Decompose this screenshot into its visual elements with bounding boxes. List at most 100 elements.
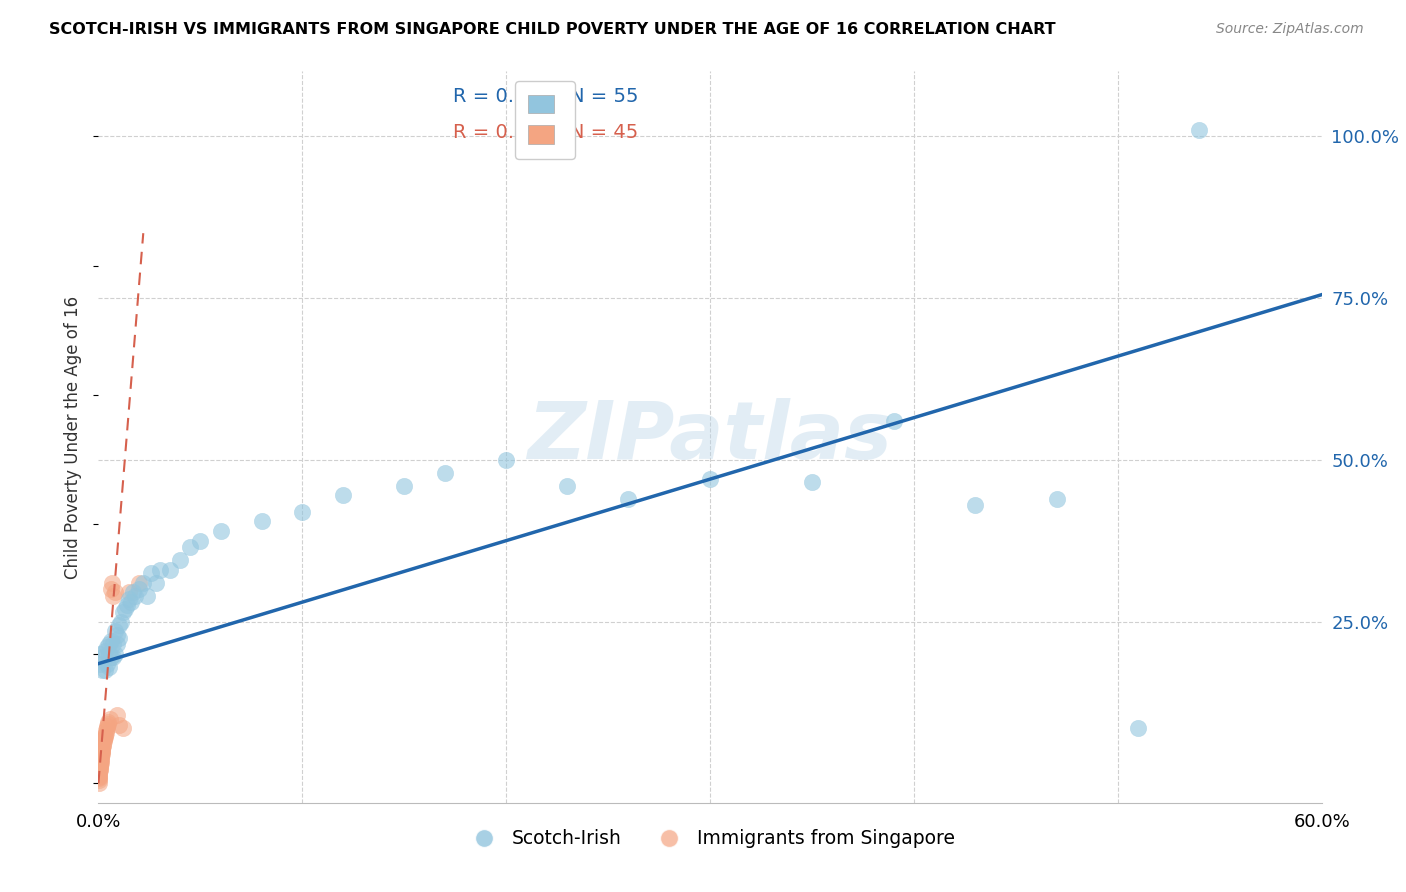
Point	[105, 637, 128, 651]
Point	[87, 770, 110, 784]
Point	[124, 589, 146, 603]
Point	[89, 766, 111, 780]
Point	[118, 585, 141, 599]
Point	[93, 643, 115, 657]
Point	[104, 624, 127, 639]
Point	[495, 452, 517, 467]
Point	[557, 478, 579, 492]
Point	[132, 575, 155, 590]
Point	[104, 585, 127, 599]
Point	[100, 634, 122, 648]
Point	[108, 718, 131, 732]
Point	[90, 752, 112, 766]
Point	[90, 745, 112, 759]
Point	[93, 734, 115, 748]
Point	[120, 595, 142, 609]
Point	[97, 714, 120, 729]
Point	[169, 553, 191, 567]
Point	[392, 478, 416, 492]
Point	[96, 719, 118, 733]
Point	[128, 582, 150, 597]
Point	[93, 732, 115, 747]
Point	[97, 637, 120, 651]
Point	[97, 716, 120, 731]
Point	[89, 758, 111, 772]
Point	[90, 747, 112, 762]
Point	[90, 754, 112, 768]
Point	[93, 731, 115, 745]
Point	[291, 504, 314, 518]
Point	[617, 491, 640, 506]
Text: R = 0.561   N = 55: R = 0.561 N = 55	[453, 87, 638, 106]
Text: R = 0.341   N = 45: R = 0.341 N = 45	[453, 123, 638, 143]
Point	[87, 776, 110, 790]
Point	[209, 524, 232, 538]
Point	[136, 589, 159, 603]
Point	[96, 657, 118, 671]
Point	[94, 726, 117, 740]
Point	[250, 514, 273, 528]
Point	[108, 617, 131, 632]
Point	[91, 738, 114, 752]
Point	[89, 769, 111, 783]
Point	[801, 475, 824, 490]
Point	[89, 756, 111, 771]
Point	[96, 722, 118, 736]
Legend: Scotch-Irish, Immigrants from Singapore: Scotch-Irish, Immigrants from Singapore	[458, 822, 962, 855]
Point	[100, 650, 122, 665]
Point	[108, 631, 131, 645]
Point	[96, 640, 118, 655]
Point	[91, 744, 114, 758]
Point	[87, 773, 110, 788]
Point	[89, 647, 111, 661]
Point	[965, 498, 987, 512]
Text: Source: ZipAtlas.com: Source: ZipAtlas.com	[1216, 22, 1364, 37]
Text: SCOTCH-IRISH VS IMMIGRANTS FROM SINGAPORE CHILD POVERTY UNDER THE AGE OF 16 CORR: SCOTCH-IRISH VS IMMIGRANTS FROM SINGAPOR…	[49, 22, 1056, 37]
Point	[90, 750, 112, 764]
Point	[89, 764, 111, 779]
Point	[89, 762, 111, 776]
Text: ZIPatlas: ZIPatlas	[527, 398, 893, 476]
Point	[118, 591, 141, 606]
Point	[111, 605, 134, 619]
Point	[93, 663, 115, 677]
Point	[93, 730, 115, 744]
Point	[91, 663, 114, 677]
Point	[115, 599, 138, 613]
Point	[141, 566, 163, 580]
Point	[188, 533, 212, 548]
Point	[105, 708, 128, 723]
Point	[91, 740, 114, 755]
Point	[89, 657, 111, 671]
Point	[89, 760, 111, 774]
Point	[101, 637, 124, 651]
Point	[97, 660, 120, 674]
Point	[434, 466, 457, 480]
Point	[91, 742, 114, 756]
Point	[111, 722, 134, 736]
Point	[90, 756, 112, 770]
Point	[883, 414, 905, 428]
Y-axis label: Child Poverty Under the Age of 16: Child Poverty Under the Age of 16	[65, 295, 83, 579]
Point	[101, 589, 124, 603]
Point	[128, 575, 150, 590]
Point	[91, 739, 114, 753]
Point	[149, 563, 172, 577]
Point	[94, 728, 117, 742]
Point	[97, 647, 120, 661]
Point	[90, 749, 112, 764]
Point	[100, 582, 122, 597]
Point	[699, 472, 721, 486]
Point	[87, 771, 110, 785]
Point	[114, 601, 136, 615]
Point	[104, 647, 127, 661]
Point	[96, 723, 118, 738]
Point	[332, 488, 354, 502]
Point	[179, 540, 201, 554]
Point	[89, 764, 111, 778]
Point	[122, 585, 145, 599]
Point	[98, 712, 121, 726]
Point	[1188, 122, 1211, 136]
Point	[101, 650, 124, 665]
Point	[159, 563, 181, 577]
